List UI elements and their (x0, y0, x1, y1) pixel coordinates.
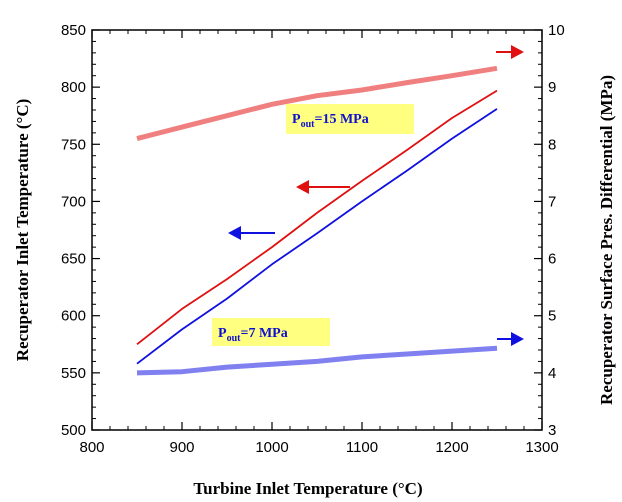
series-line-lavender (136, 345, 498, 376)
y2-tick-label: 4 (548, 365, 556, 382)
series-group (136, 65, 498, 376)
x-tick-label: 900 (169, 439, 194, 456)
y-tick-label: 700 (61, 193, 86, 210)
arrow-head (511, 45, 524, 59)
plot-frame (91, 29, 543, 431)
tick-labels-group: 800 900 1000 1100 1200 1300 500 550 600 650 700 750… (61, 22, 565, 456)
series-line-blue (136, 108, 498, 365)
y-tick-label: 850 (61, 22, 86, 39)
y2-tick-label: 8 (548, 136, 556, 153)
y-tick-label: 650 (61, 251, 86, 268)
arrow-head (296, 180, 309, 194)
x-tick-label: 1300 (525, 439, 558, 456)
y2-tick-label: 3 (548, 422, 556, 439)
y-tick-label: 550 (61, 365, 86, 382)
x-axis-title: Turbine Inlet Temperature (°C) (193, 479, 422, 498)
y-axis-title-left: Recuperator Inlet Temperature (°C) (13, 99, 32, 362)
y-tick-label: 800 (61, 79, 86, 96)
y-tick-label: 600 (61, 308, 86, 325)
annotation-box (212, 318, 330, 346)
x-tick-label: 1100 (346, 439, 378, 456)
arrows-group (228, 45, 524, 346)
x-tick-label: 800 (79, 439, 104, 456)
y2-tick-label: 7 (548, 193, 556, 210)
y-tick-label: 500 (61, 422, 86, 439)
series-line-pink (136, 65, 498, 142)
x-tick-label: 1000 (255, 439, 288, 456)
series-line-red (136, 89, 498, 346)
annotations-group: Pout=15 MPa Pout=7 MPa (212, 104, 414, 346)
y2-tick-label: 6 (548, 251, 556, 268)
y2-tick-label: 10 (548, 22, 565, 39)
y-tick-label: 750 (61, 136, 86, 153)
y2-tick-label: 5 (548, 308, 556, 325)
annotation-box (286, 104, 414, 134)
annotation-label: Pout=7 MPa (218, 326, 288, 344)
y-axis-title-right: Recuperator Surface Pres. Differential (… (597, 75, 616, 405)
x-tick-label: 1200 (435, 439, 468, 456)
y2-tick-label: 9 (548, 79, 556, 96)
arrow-head (228, 226, 241, 240)
arrow-head (511, 332, 524, 346)
annotation-label: Pout=15 MPa (292, 112, 369, 130)
